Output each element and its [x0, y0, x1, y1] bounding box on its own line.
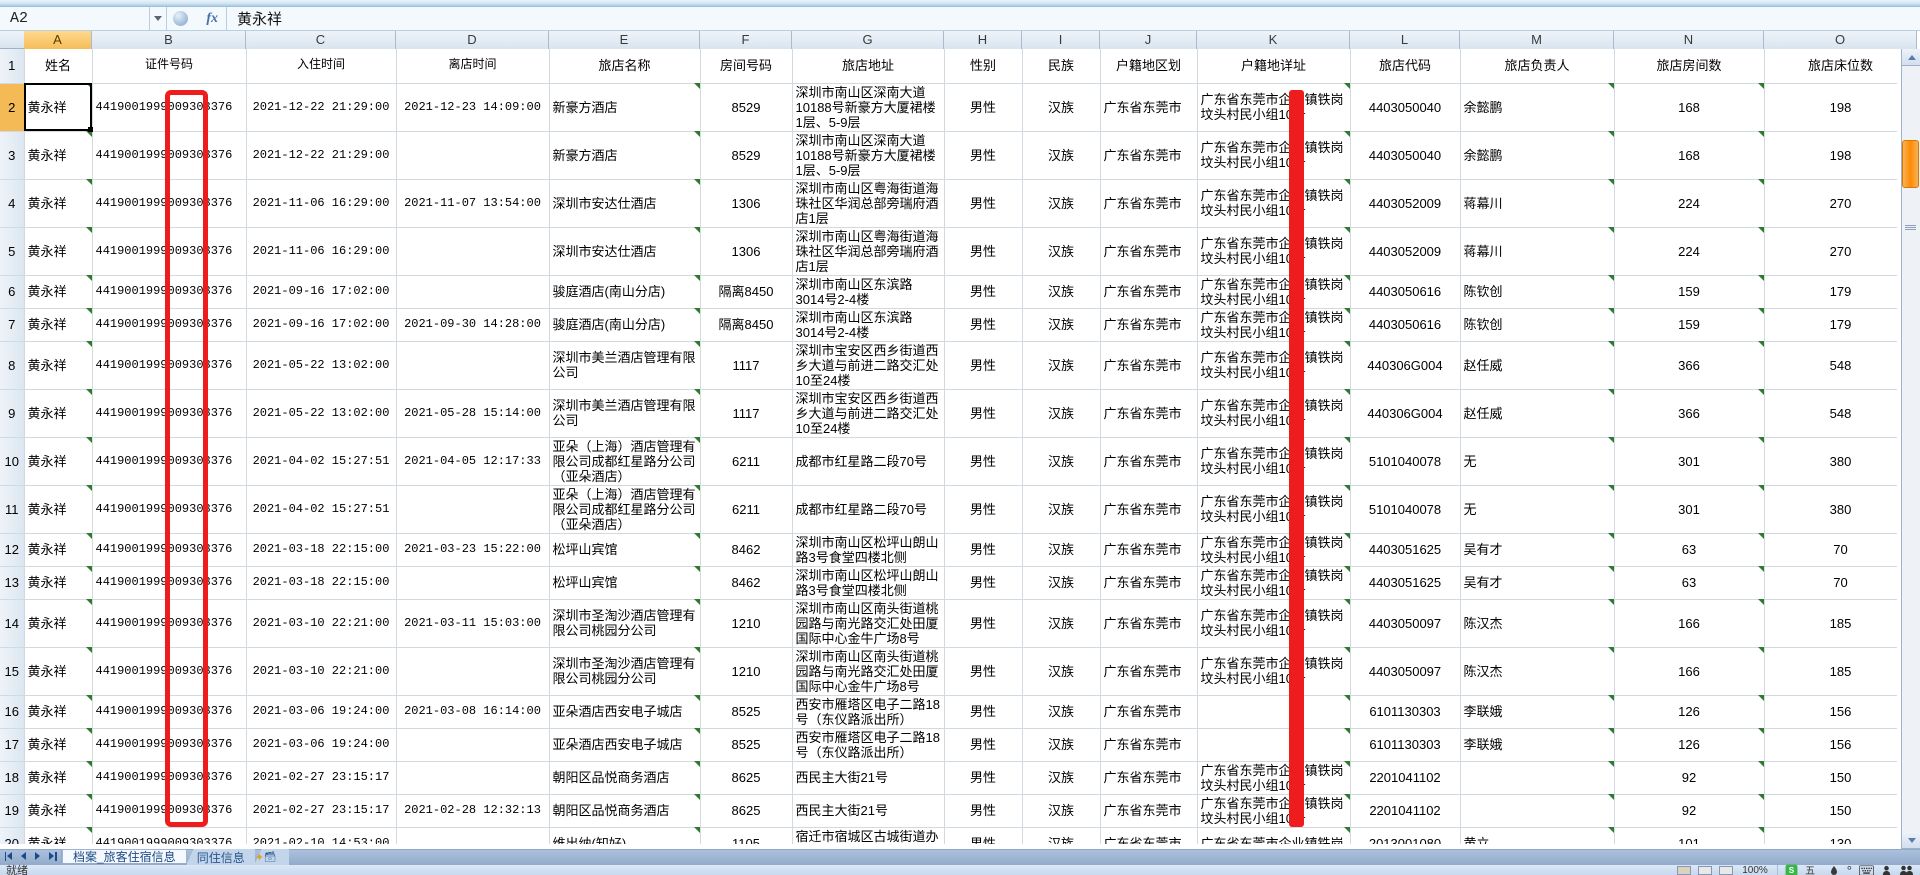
svg-text:五: 五 [1805, 865, 1815, 875]
svg-text:S: S [1789, 866, 1795, 875]
